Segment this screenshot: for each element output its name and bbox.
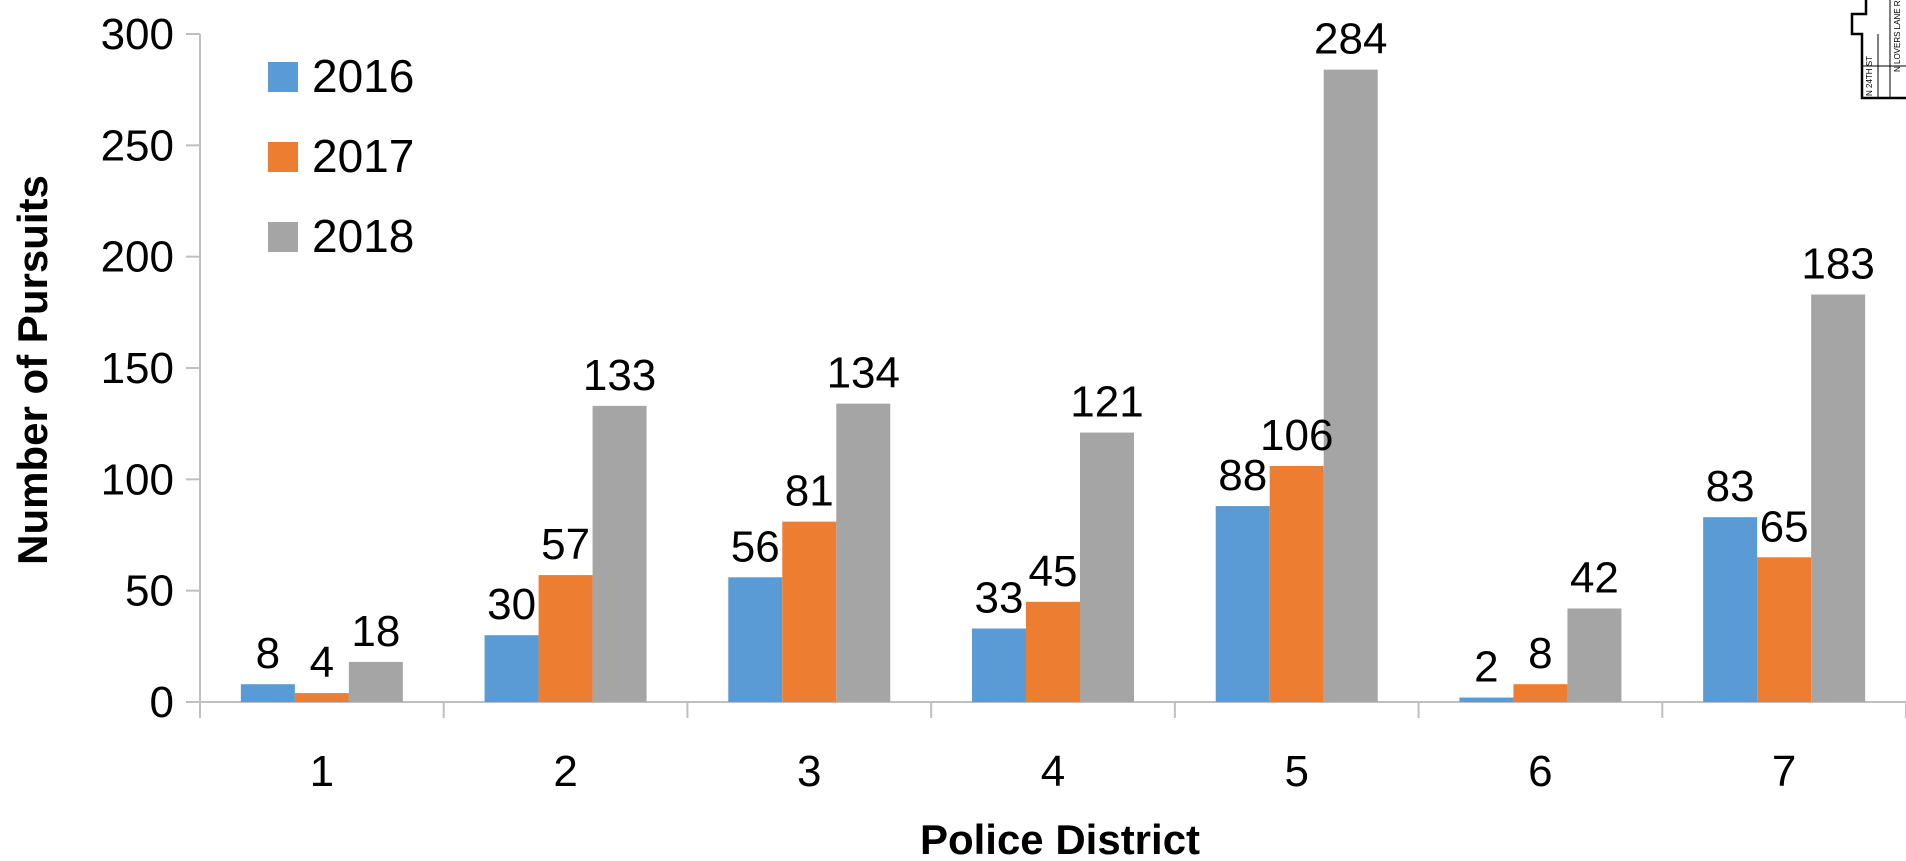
data-label-2016: 8: [256, 629, 280, 678]
bar-2017: [1026, 601, 1080, 702]
bar-2017: [782, 521, 837, 702]
data-label-2017: 106: [1260, 411, 1333, 460]
bar-2017: [1757, 557, 1812, 702]
data-label-2016: 30: [487, 580, 536, 629]
data-label-2016: 88: [1218, 451, 1267, 500]
bar-2018: [1811, 294, 1866, 702]
data-label-2017: 45: [1029, 547, 1078, 596]
corner-map-street-label: N 24TH ST: [1865, 56, 1874, 96]
data-label-2018: 284: [1314, 15, 1387, 64]
data-label-2017: 81: [785, 467, 834, 516]
corner-map-street-label: N LOVERS LANE RD: [1893, 0, 1902, 72]
bar-2017: [538, 575, 593, 702]
bar-2017: [1269, 465, 1324, 702]
bar-2016: [972, 628, 1026, 702]
data-label-2018: 18: [351, 607, 400, 656]
data-label-2017: 57: [541, 520, 590, 569]
data-label-2018: 42: [1570, 553, 1619, 602]
legend-swatch-2018: [268, 222, 298, 252]
x-tick-label: 2: [553, 747, 577, 796]
bar-2017: [294, 693, 349, 702]
data-label-2016: 83: [1706, 462, 1755, 511]
y-tick-label: 0: [150, 678, 174, 727]
bars: [240, 69, 1866, 703]
data-label-2018: 121: [1070, 378, 1143, 427]
y-tick-label: 100: [101, 455, 174, 504]
legend-label-2017: 2017: [312, 130, 414, 182]
bar-2018: [348, 661, 403, 702]
data-label-2018: 133: [583, 351, 656, 400]
data-label-2017: 65: [1760, 502, 1809, 551]
bar-2018: [1567, 608, 1622, 702]
x-axis-title: Police District: [920, 816, 1200, 861]
y-tick-label: 200: [101, 233, 174, 282]
data-label-2018: 183: [1801, 240, 1874, 289]
bar-2018: [1323, 69, 1378, 703]
data-label-2016: 33: [975, 574, 1024, 623]
bar-2017: [1513, 684, 1568, 702]
bar-2018: [592, 405, 647, 702]
x-tick-label: 1: [310, 747, 334, 796]
x-tick-label: 6: [1528, 747, 1552, 796]
y-tick-label: 50: [125, 567, 174, 616]
data-label-2017: 4: [310, 638, 334, 687]
x-tick-label: 4: [1041, 747, 1065, 796]
corner-map-thumbnail: N 24TH ST N LOVERS LANE RD: [1850, 0, 1906, 100]
bar-2018: [836, 403, 891, 702]
legend: 2016 2017 2018: [268, 50, 414, 262]
legend-label-2016: 2016: [312, 50, 414, 102]
data-label-2018: 134: [827, 349, 900, 398]
y-tick-label: 250: [101, 121, 174, 170]
x-tick-label: 3: [797, 747, 821, 796]
data-label-2016: 56: [731, 522, 780, 571]
bar-2016: [1215, 506, 1270, 702]
x-tick-label: 5: [1284, 747, 1308, 796]
data-label-2017: 8: [1528, 629, 1552, 678]
legend-label-2018: 2018: [312, 210, 414, 262]
bar-2016: [728, 577, 783, 702]
y-tick-label: 300: [101, 10, 174, 59]
bar-2016: [1459, 697, 1514, 702]
bar-2016: [240, 684, 295, 702]
bar-2016: [484, 635, 539, 702]
data-label-2016: 2: [1474, 643, 1498, 692]
legend-swatch-2016: [268, 62, 298, 92]
y-tick-label: 150: [101, 344, 174, 393]
x-tick-label: 7: [1772, 747, 1796, 796]
legend-swatch-2017: [268, 142, 298, 172]
y-axis-title: Number of Pursuits: [9, 175, 56, 565]
bar-2018: [1080, 432, 1134, 702]
bar-2016: [1703, 517, 1758, 702]
